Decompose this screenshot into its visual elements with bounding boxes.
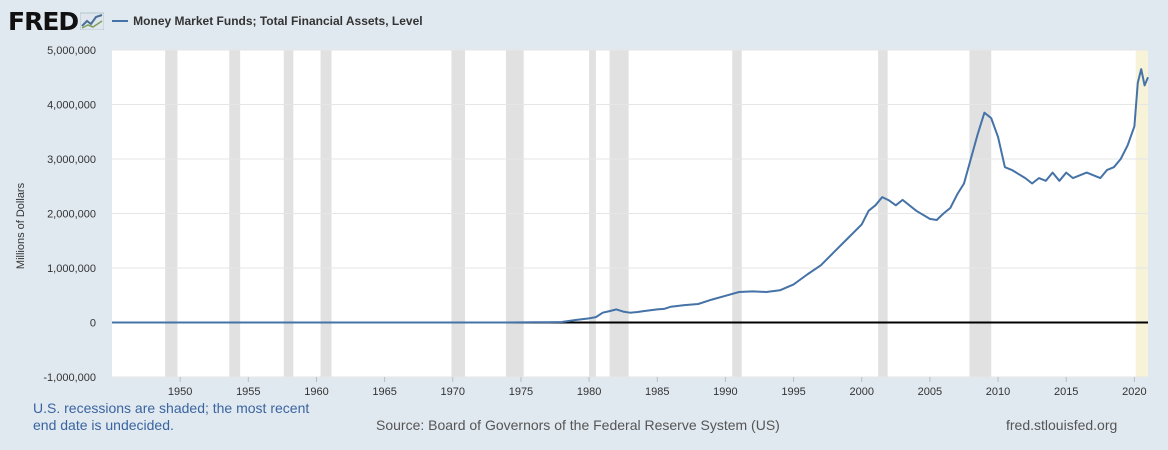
x-tick-label: 1975: [509, 386, 533, 398]
x-tick-label: 2020: [1122, 386, 1146, 398]
y-tick-label: 3,000,000: [47, 154, 96, 166]
x-tick-label: 1990: [713, 386, 737, 398]
x-tick-label: 1960: [304, 386, 328, 398]
source-text: Source: Board of Governors of the Federa…: [376, 417, 780, 433]
y-tick-label: 4,000,000: [47, 100, 96, 112]
legend-swatch: [112, 20, 129, 22]
series-line[interactable]: [112, 68, 1149, 324]
x-tick-label: 2000: [849, 386, 873, 398]
x-tick-label: 1950: [168, 386, 192, 398]
x-tick-label: 1970: [441, 386, 465, 398]
x-tick-label: 1965: [372, 386, 396, 398]
fred-logo-text: FRED: [8, 6, 79, 36]
legend: Money Market Funds; Total Financial Asse…: [112, 14, 423, 28]
y-tick-label: 1,000,000: [47, 263, 96, 275]
legend-label: Money Market Funds; Total Financial Asse…: [133, 14, 423, 28]
fred-logo[interactable]: FRED: [8, 6, 105, 36]
x-tick-label: 1985: [645, 386, 669, 398]
x-tick-label: 1995: [781, 386, 805, 398]
y-tick-label: 0: [90, 318, 96, 330]
y-tick-label: -1,000,000: [43, 372, 96, 384]
y-tick-label: 2,000,000: [47, 209, 96, 221]
chart-header: FRED Money Market Funds; Total Financial…: [8, 6, 423, 36]
x-tick-label: 2005: [918, 386, 942, 398]
trend-line-icon: [80, 12, 105, 30]
recession-note: U.S. recessions are shaded; the most rec…: [33, 400, 310, 433]
x-tick-label: 1955: [236, 386, 260, 398]
x-tick-label: 1980: [577, 386, 601, 398]
y-axis-label: Millions of Dollars: [15, 182, 27, 269]
y-tick-label: 5,000,000: [47, 45, 96, 57]
x-tick-label: 2015: [1054, 386, 1078, 398]
x-tick-label: 2010: [986, 386, 1010, 398]
site-link[interactable]: fred.stlouisfed.org: [1006, 417, 1118, 433]
